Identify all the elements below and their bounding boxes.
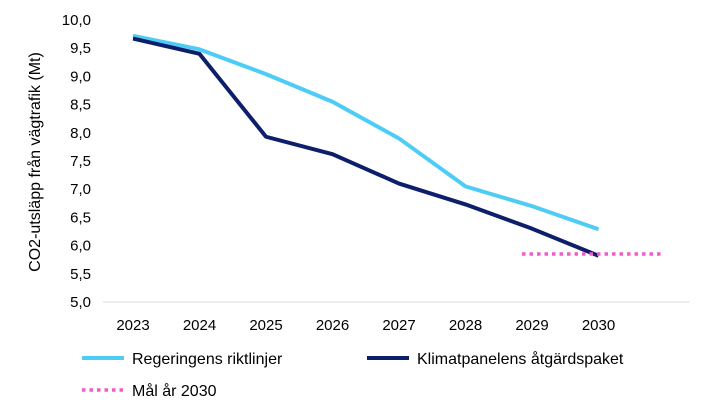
series-layer: [132, 33, 662, 258]
x-tick-label: 2025: [249, 317, 282, 334]
x-tick-label: 2030: [582, 317, 615, 334]
y-tick-label: 8,0: [70, 125, 91, 142]
x-tick-label: 2027: [382, 317, 415, 334]
series-line-2: [132, 36, 600, 258]
y-tick-label: 10,0: [62, 12, 91, 29]
y-tick-label: 7,5: [70, 153, 91, 170]
y-tick-label: 8,5: [70, 97, 91, 114]
y-tick-label: 5,0: [70, 294, 91, 311]
y-tick-label: 9,0: [70, 68, 91, 85]
y-tick-label: 6,0: [70, 238, 91, 255]
x-axis: 2023 2024 2025 2026 2027 2028 2029 2030: [116, 317, 615, 334]
legend-label-1: Regeringens riktlinjer: [132, 351, 283, 368]
x-tick-label: 2028: [449, 317, 482, 334]
legend: Regeringens riktlinjer Klimatpanelens åtg…: [82, 350, 624, 400]
y-tick-label: 9,5: [70, 40, 91, 57]
y-axis-title: CO2-utsläpp från vägtrafik (Mt): [26, 52, 44, 272]
y-tick-label: 6,5: [70, 209, 91, 226]
x-tick-label: 2026: [316, 317, 349, 334]
y-axis: 5,0 5,5 6,0 6,5 7,0 7,5 8,0 8,5 9,0 9,5 10,0: [62, 12, 91, 311]
legend-label-3: Mål år 2030: [132, 382, 217, 400]
x-tick-label: 2024: [183, 317, 216, 334]
legend-label-2: Klimatpanelens åtgärdspaket: [417, 350, 624, 368]
series-line-1: [132, 33, 600, 232]
x-tick-label: 2023: [116, 317, 149, 334]
x-tick-label: 2029: [515, 317, 548, 334]
y-tick-label: 7,0: [70, 181, 91, 198]
y-tick-label: 5,5: [70, 266, 91, 283]
